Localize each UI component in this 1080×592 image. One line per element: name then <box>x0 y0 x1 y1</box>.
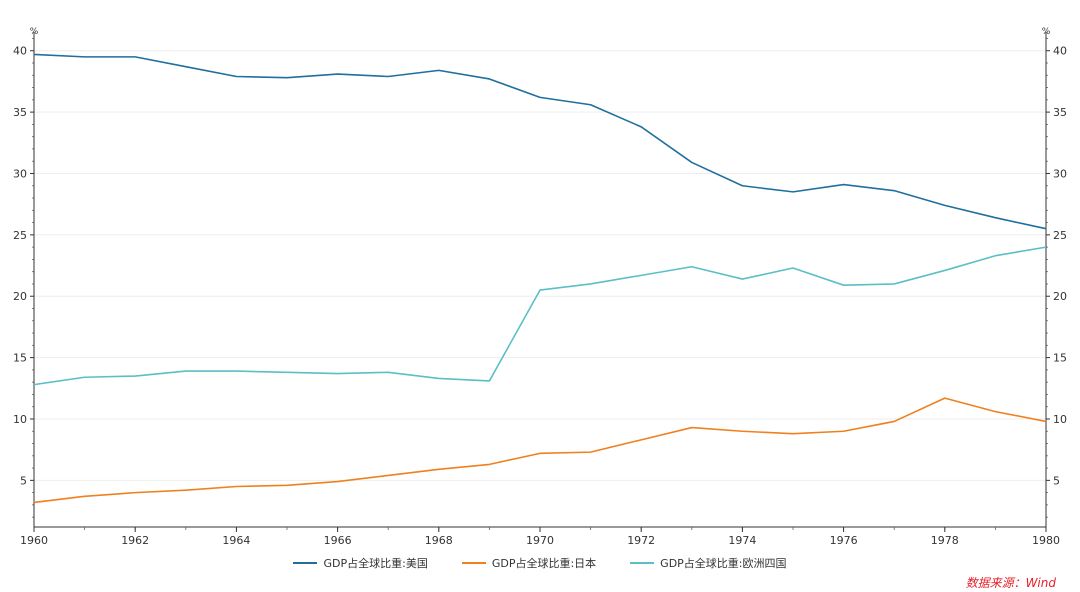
y-tick-label-right-40: 40 <box>1053 45 1067 58</box>
y-tick-label-left-30: 30 <box>13 167 27 180</box>
y-tick-label-right-5: 5 <box>1053 474 1060 487</box>
series-line-0 <box>33 53 1047 230</box>
legend-swatch-usa <box>293 562 318 564</box>
x-tick-label-1974: 1974 <box>728 534 756 547</box>
y-tick-label-left-40: 40 <box>13 45 27 58</box>
y-tick-label-left-10: 10 <box>13 413 27 426</box>
legend-item-usa: GDP占全球比重:美国 <box>293 555 428 571</box>
legend-label-japan: GDP占全球比重:日本 <box>491 557 597 570</box>
x-tick-label-1968: 1968 <box>425 534 453 547</box>
x-tick-label-1964: 1964 <box>222 534 250 547</box>
series-layer <box>33 53 1047 504</box>
legend-swatch-europe4 <box>630 562 655 564</box>
legend-swatch-japan <box>461 562 486 564</box>
legend: GDP占全球比重:美国 GDP占全球比重:日本 GDP占全球比重:欧洲四国 <box>0 555 1080 571</box>
legend-item-europe4: GDP占全球比重:欧洲四国 <box>630 555 787 571</box>
y-tick-label-left-25: 25 <box>13 229 27 242</box>
y-tick-label-right-20: 20 <box>1053 290 1067 303</box>
x-tick-label-1960: 1960 <box>20 534 48 547</box>
y-tick-label-right-10: 10 <box>1053 413 1067 426</box>
y-tick-label-right-35: 35 <box>1053 106 1067 119</box>
y-unit-right: % <box>1042 27 1051 37</box>
y-unit-left: % <box>30 27 39 37</box>
y-tick-label-left-20: 20 <box>13 290 27 303</box>
y-tick-label-left-35: 35 <box>13 106 27 119</box>
x-tick-label-1976: 1976 <box>830 534 858 547</box>
series-line-2 <box>33 246 1047 386</box>
x-tick-label-1972: 1972 <box>627 534 655 547</box>
y-tick-label-right-15: 15 <box>1053 352 1067 365</box>
legend-item-japan: GDP占全球比重:日本 <box>461 555 597 571</box>
source-note: 数据来源：Wind <box>965 576 1056 590</box>
x-tick-label-1980: 1980 <box>1032 534 1060 547</box>
x-tick-label-1966: 1966 <box>324 534 352 547</box>
y-tick-label-right-30: 30 <box>1053 167 1067 180</box>
x-tick-label-1962: 1962 <box>121 534 149 547</box>
gridlines <box>34 50 1046 481</box>
axes: 5 5 10 10 15 15 20 20 25 25 30 30 35 35 40 40% % 1960 1962… <box>13 27 1067 547</box>
y-tick-label-right-25: 25 <box>1053 229 1067 242</box>
x-tick-label-1970: 1970 <box>526 534 554 547</box>
legend-label-europe4: GDP占全球比重:欧洲四国 <box>660 557 787 570</box>
legend-label-usa: GDP占全球比重:美国 <box>323 557 428 570</box>
y-tick-label-left-5: 5 <box>20 474 27 487</box>
x-tick-label-1978: 1978 <box>931 534 959 547</box>
series-line-1 <box>33 397 1047 504</box>
y-tick-label-left-15: 15 <box>13 352 27 365</box>
